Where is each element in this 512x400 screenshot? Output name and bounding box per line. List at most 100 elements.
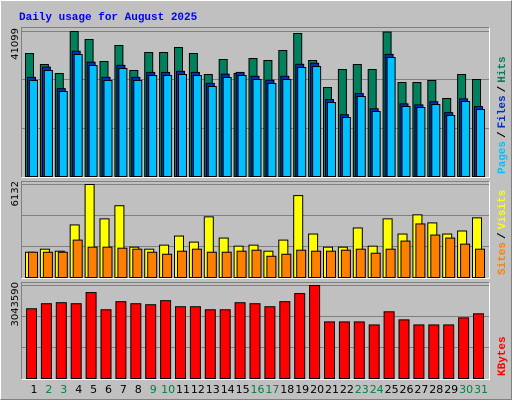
bar — [189, 306, 201, 379]
x-tick-label: 9 — [150, 383, 157, 396]
bar — [42, 251, 53, 279]
bar — [43, 70, 53, 177]
x-tick-label: 22 — [340, 383, 354, 396]
bar — [413, 324, 425, 379]
bar — [58, 91, 68, 177]
legend-separator: / — [497, 85, 509, 92]
bar — [26, 308, 37, 379]
bar — [312, 66, 322, 177]
x-tick-label: 11 — [176, 383, 190, 396]
bar — [178, 74, 187, 177]
bar — [281, 253, 292, 278]
y-tick-label: 3043590 — [10, 282, 21, 327]
x-tick-label: 6 — [105, 383, 112, 396]
bar — [353, 321, 365, 379]
bar — [40, 303, 52, 379]
bar — [368, 324, 380, 379]
bar — [264, 306, 276, 379]
bar — [355, 248, 366, 279]
x-tick-label: 17 — [265, 383, 279, 396]
legend-entry: Pages — [497, 141, 509, 174]
legend-entry: Sites — [497, 242, 509, 275]
bar — [370, 252, 381, 279]
bar — [309, 285, 321, 379]
bar — [87, 246, 98, 278]
x-tick-label: 10 — [161, 383, 175, 396]
bar — [73, 53, 83, 177]
x-tick-label: 28 — [429, 383, 443, 396]
bar — [460, 243, 471, 278]
legend-entry: KBytes — [497, 336, 509, 376]
bar — [132, 248, 143, 279]
x-tick-label: 24 — [370, 383, 384, 396]
x-tick-label: 18 — [280, 383, 294, 396]
bar — [29, 80, 38, 177]
bar — [431, 104, 441, 177]
bar — [475, 248, 485, 279]
y-tick-label: 41099 — [10, 28, 21, 60]
y-tick-label: 6132 — [10, 181, 21, 206]
bar — [204, 309, 216, 379]
bar — [147, 251, 158, 279]
panel-bevel-light — [21, 282, 490, 380]
x-tick-label: 5 — [90, 383, 97, 396]
chart-title: Daily usage for August 2025 — [19, 12, 198, 24]
x-tick-label: 23 — [355, 383, 369, 396]
bar — [160, 300, 172, 379]
legend-entry: Hits — [497, 56, 509, 82]
bar — [133, 80, 143, 177]
x-tick-label: 4 — [75, 383, 82, 396]
bar — [130, 303, 142, 379]
x-tick-label: 12 — [191, 383, 205, 396]
bar — [85, 292, 97, 380]
bar — [219, 309, 231, 379]
bar — [371, 111, 381, 177]
legend-separator: / — [497, 131, 509, 138]
bar — [296, 249, 307, 279]
legend-entry: Files — [497, 95, 509, 128]
x-tick-label: 26 — [400, 383, 414, 396]
bar — [400, 240, 411, 278]
bar — [386, 57, 396, 177]
x-tick-label: 20 — [310, 383, 324, 396]
bar — [430, 234, 441, 278]
bar — [324, 321, 335, 379]
x-tick-label: 8 — [135, 383, 142, 396]
bar — [103, 80, 113, 177]
legend-separator: / — [497, 232, 509, 239]
bar — [55, 302, 67, 379]
x-tick-label: 31 — [474, 383, 488, 396]
bar — [282, 79, 292, 177]
legend: Sites / Visits — [497, 190, 509, 275]
bar — [177, 250, 187, 279]
bar — [356, 96, 366, 177]
bar — [234, 302, 246, 379]
legend-entry: Visits — [497, 190, 509, 230]
x-tick-label: 16 — [251, 383, 265, 396]
bar — [88, 65, 98, 177]
bar — [385, 248, 396, 279]
panel-bevel-dark — [21, 282, 490, 380]
bar — [207, 85, 217, 177]
panel-bevel-light — [21, 27, 490, 178]
bar — [340, 249, 351, 279]
x-tick-label: 14 — [221, 383, 235, 396]
bar — [416, 107, 426, 177]
bar — [252, 79, 262, 177]
bar — [327, 102, 336, 177]
x-tick-label: 29 — [444, 383, 458, 396]
bar — [191, 248, 202, 279]
bar — [458, 317, 470, 379]
bar — [383, 311, 395, 379]
bar — [221, 251, 232, 279]
x-tick-label: 30 — [459, 383, 473, 396]
x-tick-label: 25 — [385, 383, 399, 396]
bar — [415, 223, 426, 278]
bar — [163, 75, 173, 177]
bar — [476, 109, 485, 177]
panel-bevel-light — [21, 181, 490, 279]
bar — [473, 313, 484, 380]
panel-bevel-dark — [21, 181, 490, 279]
bar — [294, 293, 306, 379]
